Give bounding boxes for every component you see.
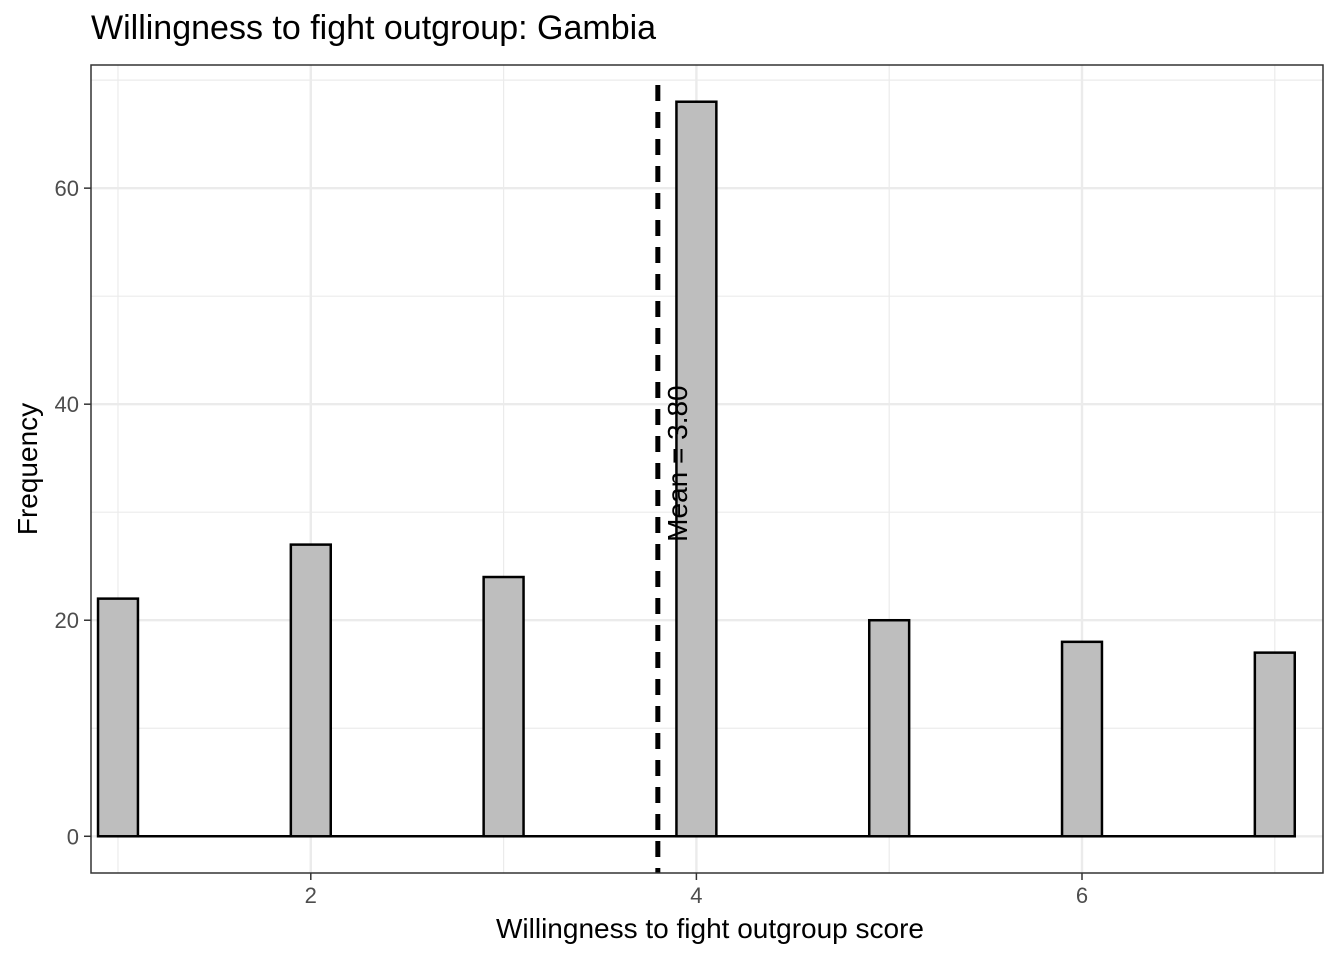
histogram-bar [1253,651,1297,838]
histogram-bar [482,575,525,838]
x-axis-title: Willingness to fight outgroup score [496,913,924,944]
y-tick-label: 60 [55,176,79,201]
y-tick-label: 40 [55,392,79,417]
mean-label: Mean = 3.80 [662,385,693,541]
panel-border [90,64,1324,874]
x-tick-label: 2 [305,883,317,908]
x-tick-label: 6 [1076,883,1088,908]
histogram-bar [867,618,911,838]
histogram-bar [675,100,718,838]
histogram-bar [289,543,332,838]
chart-title: Willingness to fight outgroup: Gambia [91,9,656,47]
histogram-bar [1060,640,1104,838]
x-tick-label: 4 [690,883,702,908]
histogram-bar [96,597,140,838]
y-tick-label: 20 [55,608,79,633]
y-axis-title: Frequency [12,403,43,535]
y-tick-label: 0 [67,824,79,849]
